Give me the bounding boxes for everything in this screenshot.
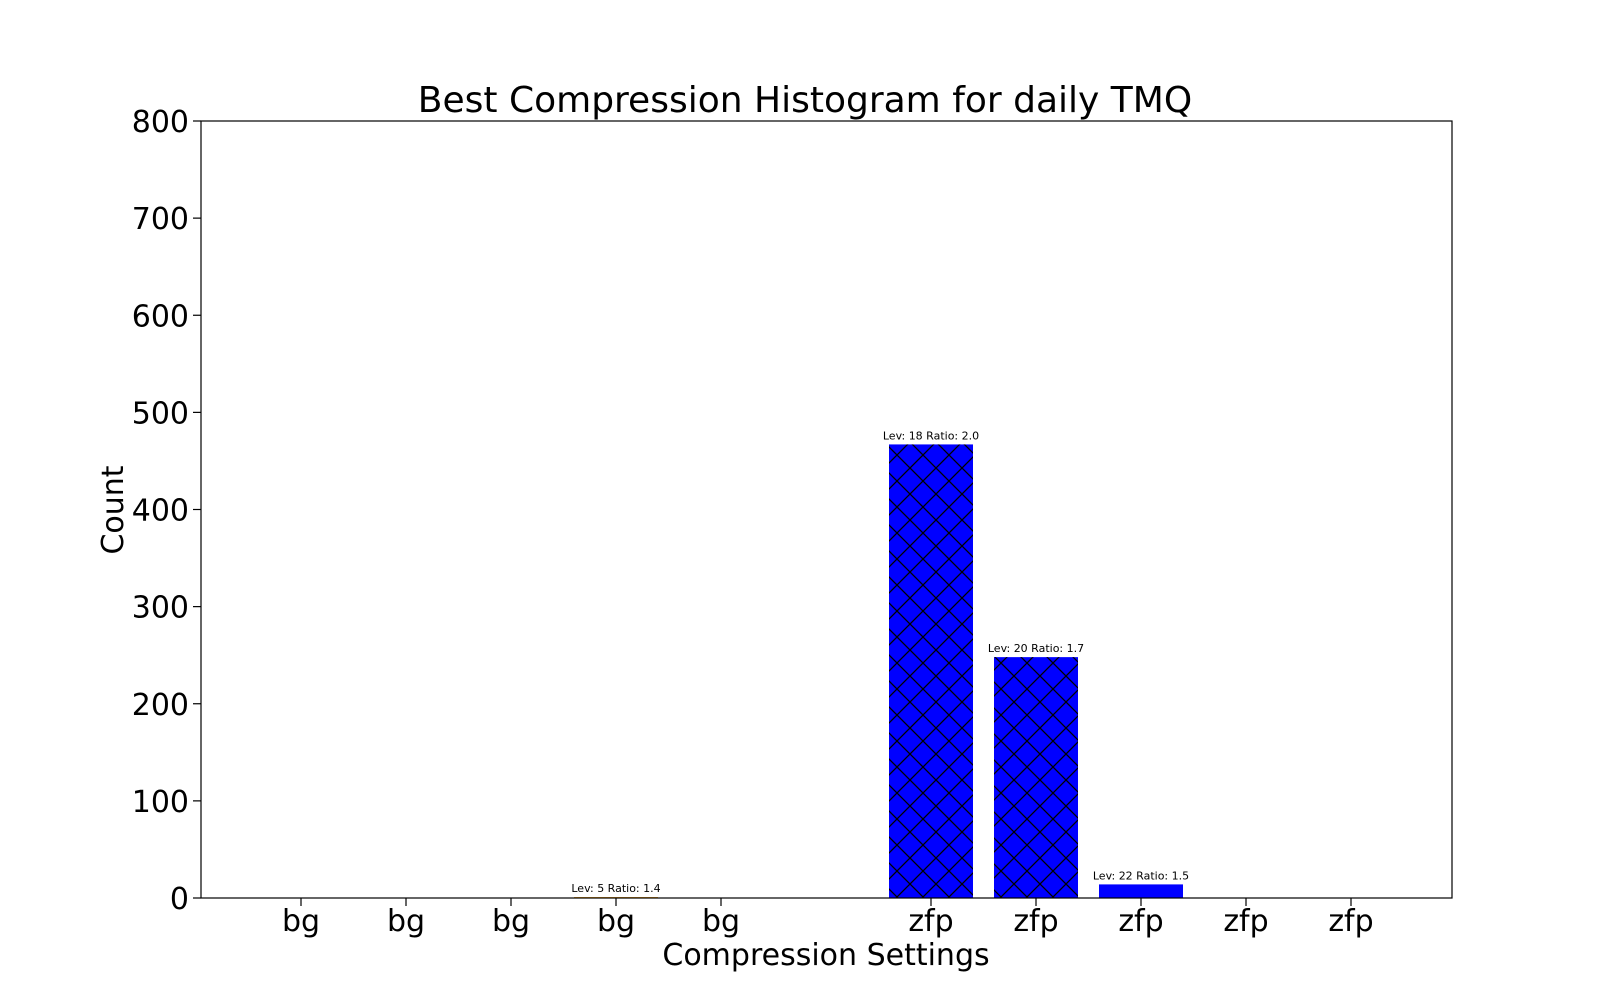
bar-value-label: Lev: 22 Ratio: 1.5 <box>1093 869 1189 882</box>
bar-hatch <box>994 657 1078 898</box>
x-tick-label: bg <box>387 904 425 939</box>
x-tick-label: bg <box>702 904 740 939</box>
plot-frame <box>200 120 1453 899</box>
y-tick-label: 600 <box>132 299 189 334</box>
bar-hatch <box>889 444 973 898</box>
y-tick-label: 400 <box>132 494 189 529</box>
y-tick-label: 700 <box>132 202 189 237</box>
x-tick-label: zfp <box>1223 904 1268 939</box>
x-tick-label: bg <box>492 904 530 939</box>
bars-group <box>574 444 1183 898</box>
bar-value-label: Lev: 18 Ratio: 2.0 <box>883 429 979 442</box>
bar-value-label: Lev: 20 Ratio: 1.7 <box>988 642 1084 655</box>
x-axis-label: Compression Settings <box>662 938 989 973</box>
bar <box>1099 884 1183 898</box>
y-tick-label: 0 <box>170 882 189 917</box>
y-tick-label: 100 <box>132 785 189 820</box>
x-tick-label: bg <box>282 904 320 939</box>
x-tick-label: zfp <box>908 904 953 939</box>
x-tick-label: zfp <box>1118 904 1163 939</box>
y-axis: 0 100 200 300 400 500 600 700 800 <box>132 105 201 917</box>
bar-labels-group: Lev: 5 Ratio: 1.4 Lev: 18 Ratio: 2.0 Lev: … <box>571 429 1189 895</box>
y-tick-label: 500 <box>132 396 189 431</box>
x-axis: bg bg bg bg bg zfp zfp zfp zfp zfp <box>282 898 1374 939</box>
y-tick-label: 800 <box>132 105 189 140</box>
x-tick-label: zfp <box>1328 904 1373 939</box>
x-tick-label: bg <box>597 904 635 939</box>
y-axis-label: Count <box>96 465 131 554</box>
bar-value-label: Lev: 5 Ratio: 1.4 <box>571 882 660 895</box>
chart-title: Best Compression Histogram for daily TMQ <box>418 80 1192 121</box>
y-tick-label: 300 <box>132 591 189 626</box>
y-tick-label: 200 <box>132 688 189 723</box>
x-tick-label: zfp <box>1013 904 1058 939</box>
